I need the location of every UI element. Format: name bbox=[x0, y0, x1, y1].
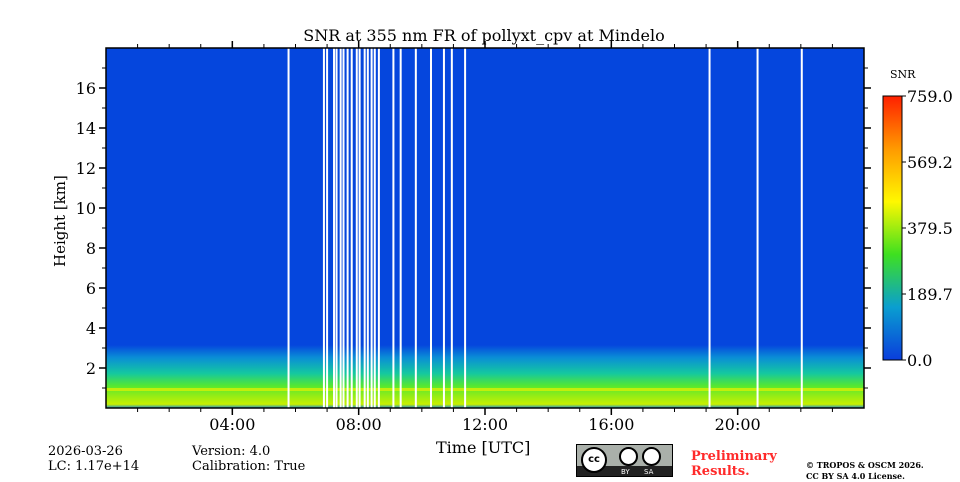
cc-icon: cc bbox=[581, 447, 607, 473]
colorbar-tick-label: 759.0 bbox=[907, 87, 953, 106]
calibration: Calibration: True bbox=[192, 459, 306, 474]
colorbar-label: SNR bbox=[890, 68, 916, 81]
cc-license-logo: cc BY SA bbox=[576, 444, 673, 477]
y-tick-label: 16 bbox=[76, 79, 96, 98]
data-gap bbox=[335, 48, 338, 408]
preliminary-notice: Preliminary Results. bbox=[691, 449, 777, 479]
copyright-line-2: CC BY SA 4.0 License. bbox=[806, 471, 905, 481]
colorbar-tick-label: 569.2 bbox=[907, 153, 953, 172]
x-tick-label: 20:00 bbox=[715, 415, 761, 434]
x-axis-label: Time [UTC] bbox=[436, 438, 531, 457]
data-gap bbox=[450, 48, 453, 408]
data-gap bbox=[326, 48, 329, 408]
data-gap bbox=[287, 48, 290, 408]
data-gap bbox=[429, 48, 432, 408]
x-tick-label: 08:00 bbox=[336, 415, 382, 434]
colorbar-tick-label: 379.5 bbox=[907, 219, 953, 238]
data-gap bbox=[373, 48, 376, 408]
y-tick-label: 10 bbox=[76, 199, 96, 218]
x-tick-label: 04:00 bbox=[209, 415, 255, 434]
data-gap bbox=[322, 48, 325, 408]
data-gap bbox=[358, 48, 361, 408]
boundary-layer-signal bbox=[106, 345, 864, 408]
date: 2026-03-26 bbox=[48, 444, 123, 459]
y-tick-label: 6 bbox=[86, 279, 96, 298]
sa-icon bbox=[642, 447, 661, 466]
cc-sa-text: SA bbox=[644, 468, 654, 476]
data-gap bbox=[442, 48, 445, 408]
x-tick-label: 12:00 bbox=[462, 415, 508, 434]
preliminary-line-2: Results. bbox=[691, 464, 750, 479]
data-gap bbox=[392, 48, 395, 408]
data-gap bbox=[464, 48, 467, 408]
data-gap bbox=[370, 48, 373, 408]
data-gap bbox=[339, 48, 342, 408]
copyright: © TROPOS & OSCM 2026. CC BY SA 4.0 Licen… bbox=[806, 460, 924, 482]
cc-by-text: BY bbox=[621, 468, 630, 476]
version-info: Version: 4.0 Calibration: True bbox=[192, 444, 305, 474]
y-tick-label: 12 bbox=[76, 159, 96, 178]
by-icon bbox=[619, 447, 638, 466]
y-axis-label: Height [km] bbox=[51, 175, 69, 267]
colorbar-tick-label: 189.7 bbox=[907, 285, 953, 304]
lidar-constant: LC: 1.17e+14 bbox=[48, 459, 140, 474]
preliminary-line-1: Preliminary bbox=[691, 449, 777, 464]
data-gap bbox=[800, 48, 803, 408]
copyright-line-1: © TROPOS & OSCM 2026. bbox=[806, 460, 924, 470]
data-gap bbox=[346, 48, 349, 408]
colorbar-tick-label: 0.0 bbox=[907, 351, 932, 370]
chart-title: SNR at 355 nm FR of pollyxt_cpv at Minde… bbox=[303, 26, 665, 45]
data-gap bbox=[342, 48, 345, 408]
data-gap bbox=[708, 48, 711, 408]
data-gap bbox=[414, 48, 417, 408]
data-gap bbox=[363, 48, 366, 408]
y-tick-label: 2 bbox=[86, 359, 96, 378]
data-gap bbox=[350, 48, 353, 408]
y-tick-label: 14 bbox=[76, 119, 96, 138]
data-gap bbox=[399, 48, 402, 408]
data-gap bbox=[377, 48, 380, 408]
colorbar bbox=[882, 95, 903, 361]
y-tick-label: 4 bbox=[86, 319, 96, 338]
data-gap bbox=[355, 48, 358, 408]
y-tick-label: 8 bbox=[86, 239, 96, 258]
x-tick-label: 16:00 bbox=[588, 415, 634, 434]
date-info: 2026-03-26 LC: 1.17e+14 bbox=[48, 444, 139, 474]
data-gap bbox=[333, 48, 336, 408]
data-gap bbox=[366, 48, 369, 408]
data-gap bbox=[756, 48, 759, 408]
aerosol-layer-top bbox=[106, 388, 864, 391]
version: Version: 4.0 bbox=[192, 444, 271, 459]
